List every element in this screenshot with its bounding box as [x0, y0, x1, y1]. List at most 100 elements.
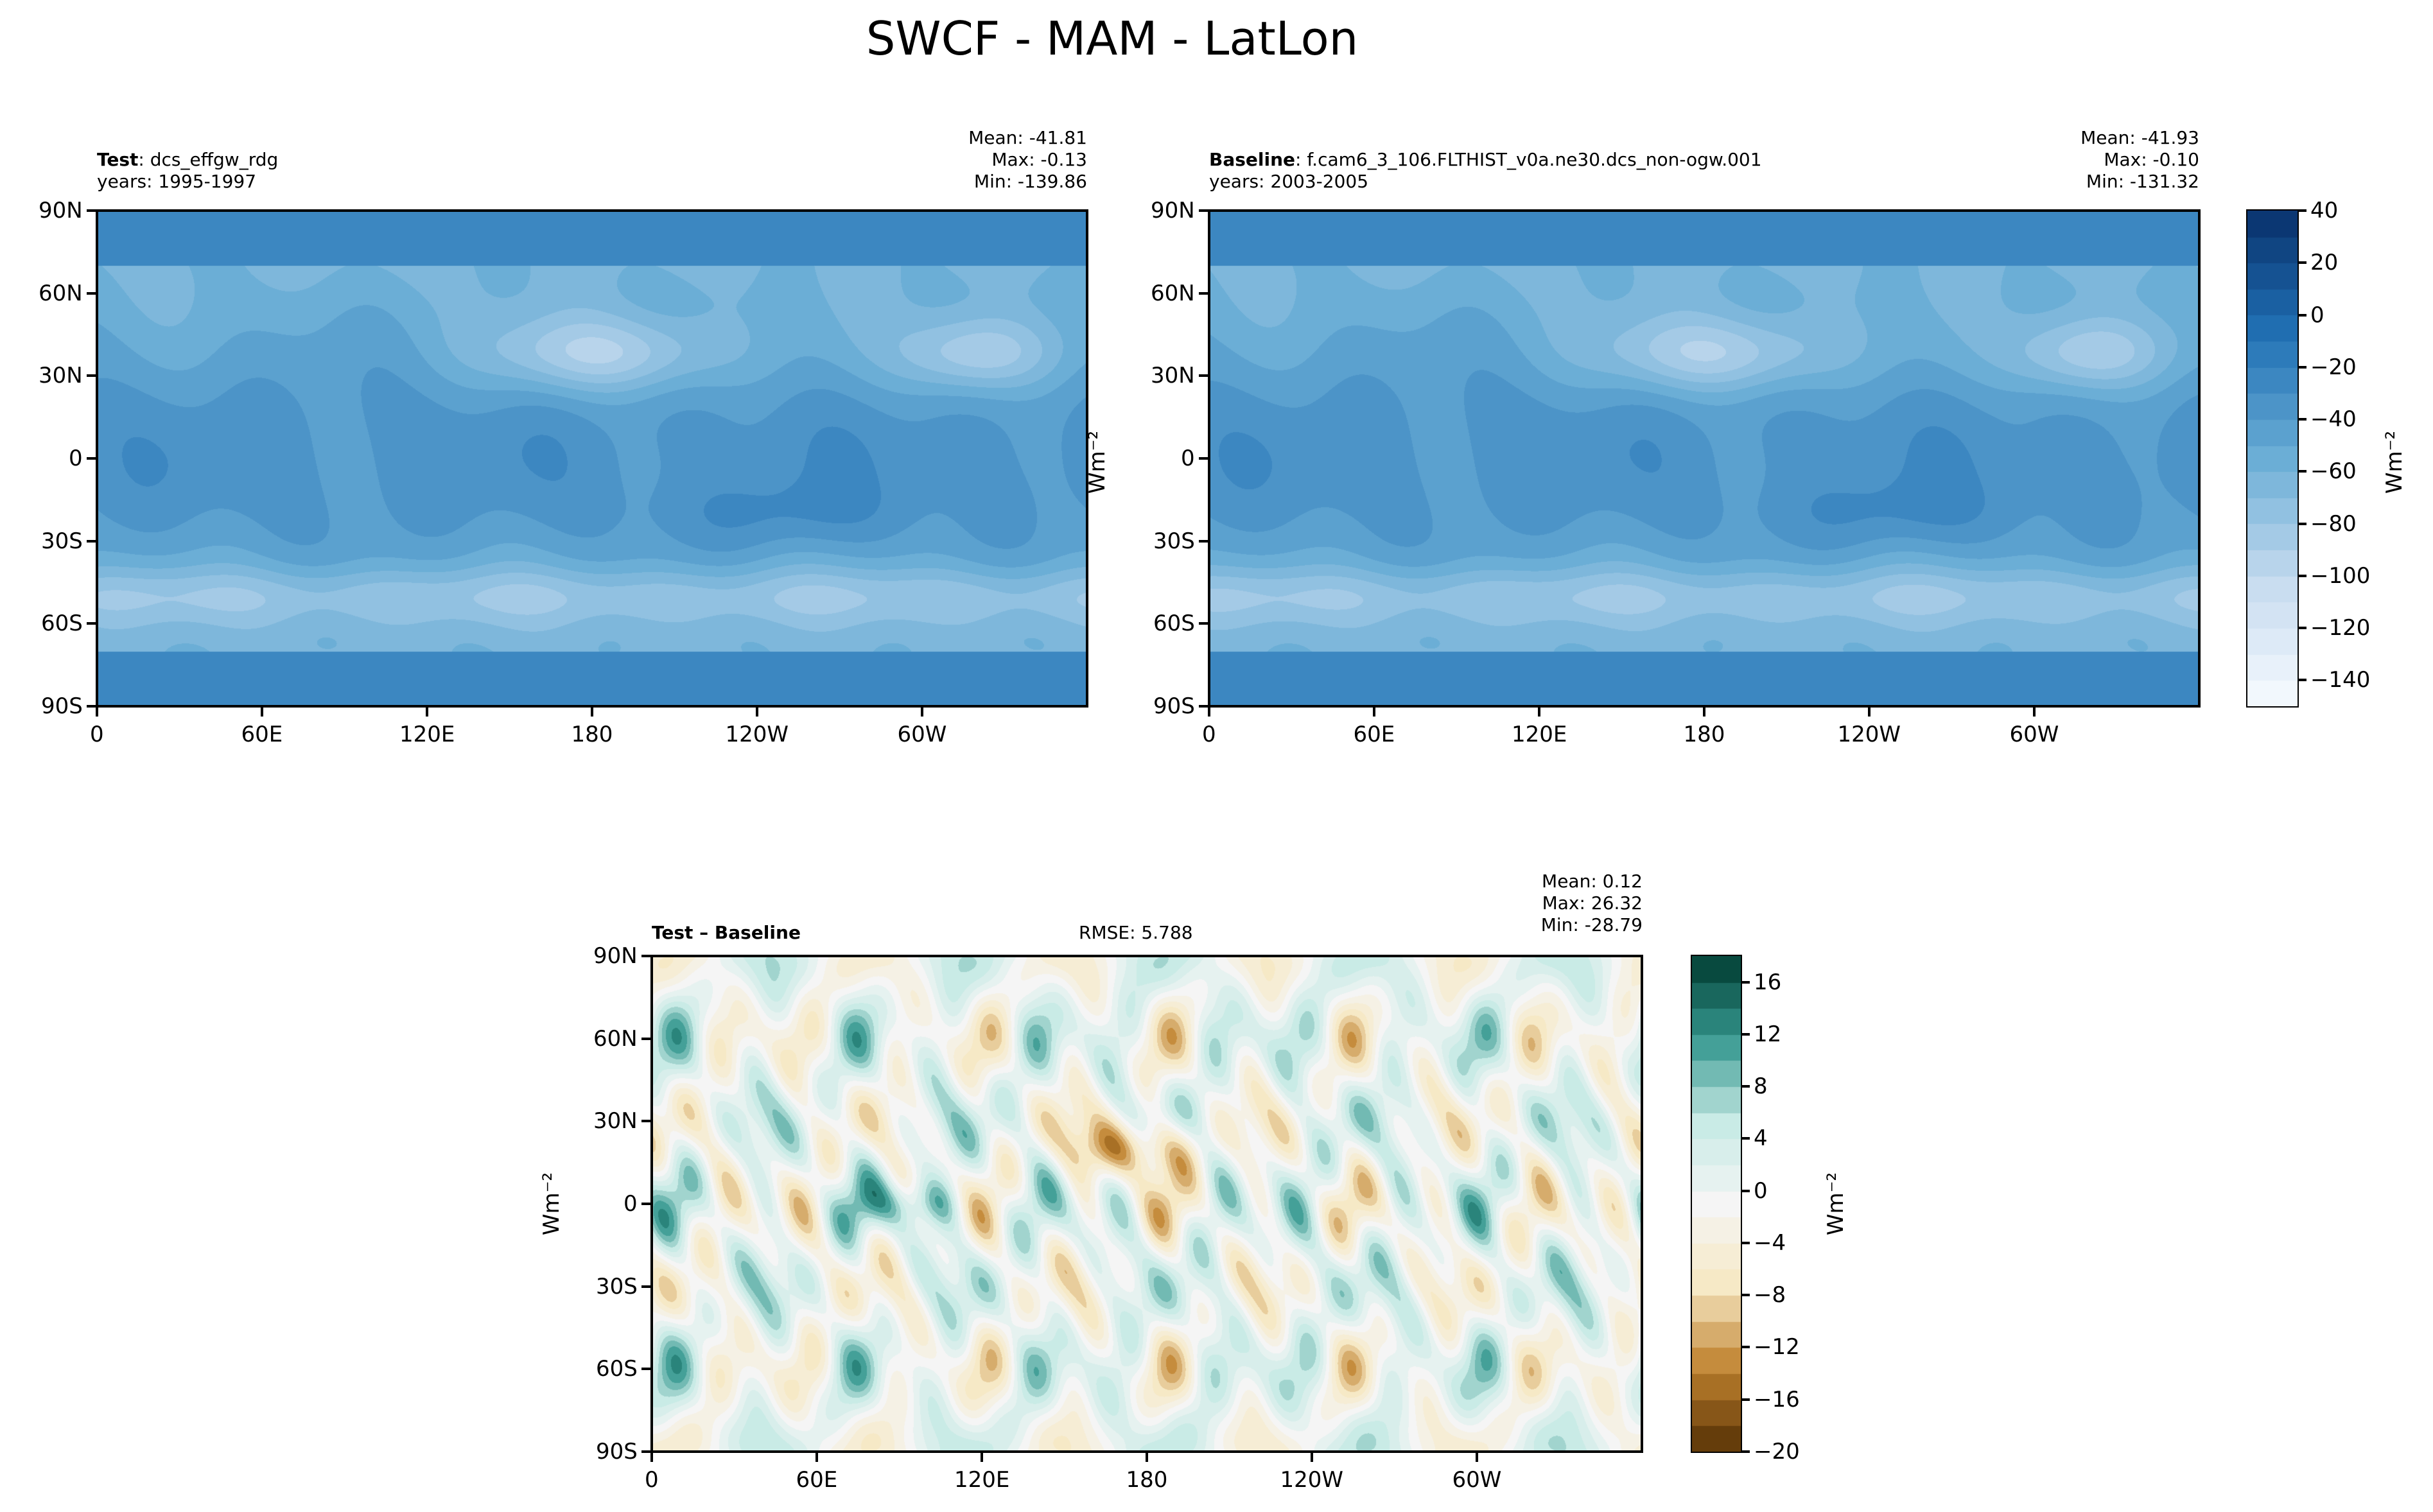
figure-title: SWCF - MAM - LatLon [866, 12, 1359, 65]
colorbar-tick-label: −120 [2310, 615, 2371, 641]
y-tick-label: 30S [1153, 528, 1195, 554]
colorbar-main [2247, 211, 2298, 706]
x-tick-label: 180 [1126, 1467, 1168, 1493]
diff-max: Max: 26.32 [1542, 892, 1643, 914]
y-tick-mark [641, 1368, 650, 1371]
y-tick-label: 60S [596, 1356, 638, 1382]
colorbar-tick-label: 4 [1754, 1125, 1768, 1152]
x-tick-mark [756, 708, 758, 717]
x-tick-mark [650, 1453, 653, 1462]
y-tick-label: 0 [1181, 446, 1195, 471]
colorbar-tick-mark [1741, 1189, 1750, 1192]
x-tick-label: 120W [1837, 722, 1901, 747]
colorbar-tick-label: −40 [2310, 406, 2357, 433]
x-tick-label: 0 [645, 1467, 659, 1493]
colorbar-tick-mark [2298, 627, 2307, 630]
colorbar-diff-frame [1691, 955, 1742, 1453]
x-tick-label: 180 [571, 722, 613, 747]
y-tick-mark [87, 705, 96, 708]
colorbar-tick-mark [1741, 980, 1750, 984]
baseline-mean: Mean: -41.93 [2080, 127, 2199, 148]
y-tick-mark [641, 1203, 650, 1205]
diff-stats: Mean: 0.12 Max: 26.32 Min: -28.79 [1386, 871, 1643, 936]
x-tick-mark [1703, 708, 1705, 717]
y-tick-mark [87, 291, 96, 295]
colorbar-tick-mark [1741, 1450, 1750, 1453]
y-tick-mark [87, 374, 96, 378]
test-axes-frame [96, 209, 1088, 708]
test-mean: Mean: -41.81 [968, 127, 1087, 148]
x-tick-label: 120E [1512, 722, 1567, 747]
x-tick-mark [815, 1453, 818, 1462]
colorbar-tick-label: 8 [1754, 1073, 1768, 1100]
x-tick-mark [981, 1453, 983, 1462]
test-label: Test: dcs_effgw_rdg years: 1995-1997 [97, 149, 278, 193]
y-tick-mark [641, 1120, 650, 1123]
colorbar-tick-mark [2298, 679, 2307, 682]
colorbar-tick-mark [2298, 470, 2307, 473]
y-tick-mark [87, 209, 96, 212]
test-min: Min: -139.86 [973, 171, 1087, 192]
x-tick-label: 120W [1280, 1467, 1344, 1493]
y-tick-mark [1199, 457, 1208, 460]
colorbar-tick-mark [1741, 1241, 1750, 1244]
x-tick-label: 60W [897, 722, 947, 747]
colorbar-tick-label: −20 [1754, 1439, 1800, 1464]
colorbar-tick-mark [2298, 418, 2307, 421]
colorbar-tick-mark [2298, 522, 2307, 525]
baseline-max: Max: -0.10 [2104, 149, 2199, 170]
baseline-axes-frame [1208, 209, 2201, 708]
colorbar-tick-label: 20 [2310, 250, 2339, 276]
y-tick-mark [87, 539, 96, 543]
x-tick-mark [1476, 1453, 1478, 1462]
x-tick-label: 120W [725, 722, 789, 747]
baseline-label-case: : f.cam6_3_106.FLTHIST_v0a.ne30.dcs_non-… [1295, 149, 1762, 170]
test-map [97, 211, 1087, 706]
y-tick-label: 30S [596, 1273, 638, 1299]
diff-map [652, 956, 1642, 1452]
colorbar-diff [1692, 956, 1741, 1452]
y-tick-mark [87, 457, 96, 460]
y-tick-label: 90N [39, 198, 83, 223]
x-tick-mark [1208, 708, 1210, 717]
x-tick-label: 60E [241, 722, 283, 747]
colorbar-tick-label: −20 [2310, 354, 2357, 380]
colorbar-tick-mark [1741, 1294, 1750, 1297]
x-tick-mark [1373, 708, 1375, 717]
x-tick-label: 0 [90, 722, 104, 747]
x-tick-mark [261, 708, 263, 717]
y-tick-mark [1199, 291, 1208, 295]
y-tick-mark [1199, 705, 1208, 708]
test-years: years: 1995-1997 [97, 171, 257, 192]
colorbar-main-label: Wm⁻² [2382, 430, 2408, 494]
colorbar-tick-label: −4 [1754, 1230, 1786, 1256]
x-tick-label: 60W [2009, 722, 2059, 747]
test-stats: Mean: -41.81 Max: -0.13 Min: -139.86 [830, 127, 1087, 193]
y-tick-label: 0 [69, 446, 83, 471]
baseline-label-bold: Baseline [1209, 149, 1296, 170]
baseline-min: Min: -131.32 [2086, 171, 2199, 192]
y-tick-label: 30N [593, 1108, 638, 1134]
colorbar-tick-mark [1741, 1346, 1750, 1349]
colorbar-tick-label: −140 [2310, 667, 2371, 693]
x-tick-label: 60E [796, 1467, 838, 1493]
y-tick-label: 30N [39, 363, 83, 389]
x-tick-mark [1538, 708, 1540, 717]
y-tick-label: 90S [41, 693, 83, 719]
colorbar-tick-label: −100 [2310, 562, 2371, 589]
y-tick-label: 60N [39, 280, 83, 306]
y-tick-mark [1199, 622, 1208, 625]
y-tick-mark [1199, 539, 1208, 543]
y-tick-label: 30S [41, 528, 83, 554]
colorbar-tick-mark [2298, 365, 2307, 369]
colorbar-diff-label: Wm⁻² [1823, 1172, 1849, 1236]
colorbar-tick-label: −80 [2310, 510, 2357, 537]
y-tick-label: 60N [593, 1025, 638, 1052]
x-tick-label: 0 [1202, 722, 1216, 747]
test-label-case: : dcs_effgw_rdg [138, 149, 279, 170]
y-tick-mark [87, 622, 96, 625]
colorbar-tick-mark [1741, 1085, 1750, 1088]
colorbar-main-frame [2246, 209, 2299, 708]
x-tick-mark [591, 708, 593, 717]
test-label-bold: Test [97, 149, 139, 170]
